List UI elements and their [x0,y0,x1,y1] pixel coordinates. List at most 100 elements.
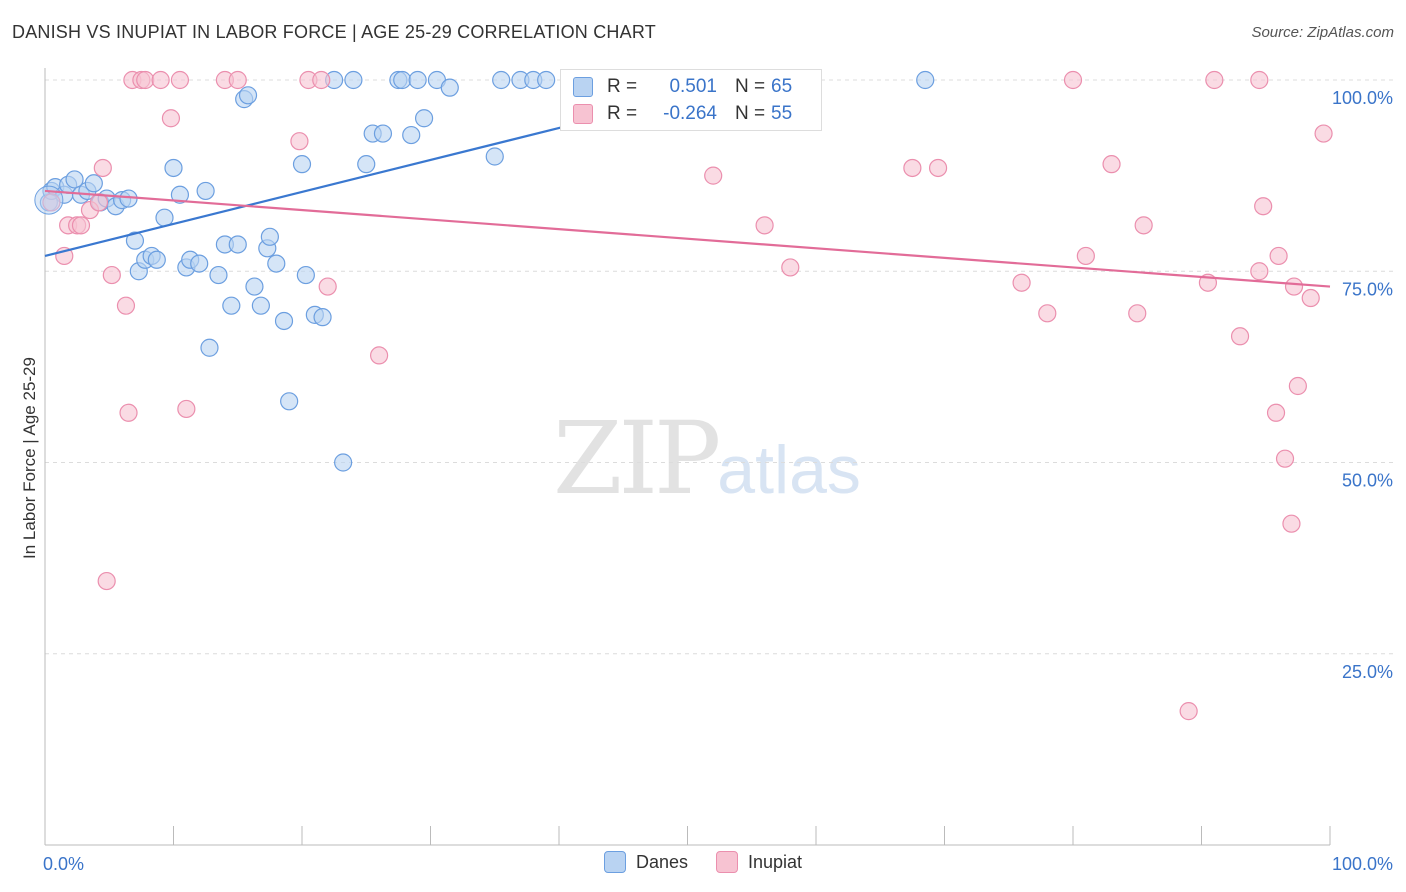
point-danes-large [34,185,64,215]
stats-n-label: N = [735,76,766,97]
point-danes [65,170,84,189]
point-inupiat [1314,124,1333,143]
source-label: Source: ZipAtlas.com [1251,24,1394,41]
point-danes [402,125,421,145]
point-danes [238,86,258,105]
point-danes [485,147,504,166]
point-danes [280,392,299,411]
point-inupiat [1230,327,1250,346]
point-inupiat [903,158,922,178]
point-inupiat [1269,246,1288,266]
point-inupiat [1038,304,1057,323]
point-inupiat [1282,514,1301,533]
point-danes [393,70,412,90]
point-inupiat [93,158,112,178]
point-danes [344,70,363,90]
point-inupiat [97,571,116,591]
stats-swatch-danes [573,77,593,97]
watermark: ZIPatlas [553,400,861,517]
legend-swatch-inupiat [715,851,738,873]
x-tick-label: 0.0% [43,854,84,874]
point-danes [440,78,459,97]
point-inupiat [1102,155,1121,174]
point-inupiat [116,296,136,315]
point-danes [84,174,103,193]
stats-r-value-inupiat: -0.264 [663,103,717,124]
point-danes [147,250,166,269]
point-danes [228,235,247,254]
point-inupiat [161,109,181,128]
point-danes [245,277,264,296]
point-danes [414,109,434,128]
point-inupiat [1076,246,1095,266]
point-inupiat [1284,277,1304,296]
point-danes [200,338,219,357]
point-inupiat [1134,216,1153,235]
legend: Danes Inupiat [0,851,1406,873]
chart-title: DANISH VS INUPIAT IN LABOR FORCE | AGE 2… [12,22,656,42]
point-danes [292,155,312,174]
point-inupiat [1288,376,1307,396]
point-inupiat [119,403,138,422]
point-inupiat [1128,304,1147,323]
point-inupiat [1254,197,1273,216]
x-tick-label: 100.0% [1332,854,1393,874]
y-tick-label: 100.0% [1332,88,1393,108]
point-danes [916,70,935,90]
point-danes [296,265,315,285]
point-inupiat [370,346,389,365]
legend-label-inupiat: Inupiat [747,851,803,872]
point-inupiat [71,216,91,235]
point-danes [334,453,353,472]
point-danes [313,308,332,327]
legend-item-danes[interactable]: Danes [603,851,688,873]
point-danes [170,185,190,204]
point-inupiat [1205,70,1224,90]
point-inupiat [781,258,800,277]
point-inupiat [177,399,196,419]
stats-r-label: R = [607,103,638,124]
point-inupiat [228,70,247,90]
y-tick-label: 75.0% [1342,279,1393,299]
point-inupiat [1301,288,1320,308]
point-inupiat [290,132,309,151]
point-inupiat [1012,273,1031,292]
point-inupiat [1250,70,1269,90]
point-inupiat [170,70,190,90]
legend-item-inupiat[interactable]: Inupiat [715,851,803,873]
point-inupiat [1179,702,1198,721]
point-inupiat [928,158,948,178]
point-danes [125,231,145,250]
point-danes [164,158,183,178]
watermark-atlas: atlas [717,432,861,508]
point-danes [251,296,270,315]
stats-r-value-danes: 0.501 [669,76,717,97]
point-danes [260,227,279,246]
stats-n-label: N = [735,103,766,124]
point-inupiat [755,216,774,235]
stats-n-value-danes: 65 [771,76,793,97]
point-danes [408,70,427,90]
point-danes [222,296,241,315]
point-inupiat [1063,70,1083,90]
point-inupiat [1275,449,1295,468]
stats-box: R = 0.501 N = 65 R = -0.264 N = 55 [560,69,822,131]
point-inupiat [102,265,121,285]
stats-n-value-inupiat: 55 [771,103,793,124]
point-danes [274,311,294,331]
legend-swatch-danes [603,851,626,873]
legend-label-danes: Danes [635,851,688,872]
stats-row-danes: R = 0.501 N = 65 [573,74,792,100]
point-inupiat [151,70,170,90]
point-danes [209,265,228,285]
y-tick-label: 25.0% [1342,662,1393,682]
point-inupiat [136,70,155,90]
point-danes [267,254,286,273]
point-danes [537,70,556,90]
stats-r-label: R = [607,76,638,97]
point-danes [492,70,511,90]
stats-row-inupiat: R = -0.264 N = 55 [573,101,792,127]
point-inupiat [318,277,337,296]
point-inupiat [312,70,331,90]
